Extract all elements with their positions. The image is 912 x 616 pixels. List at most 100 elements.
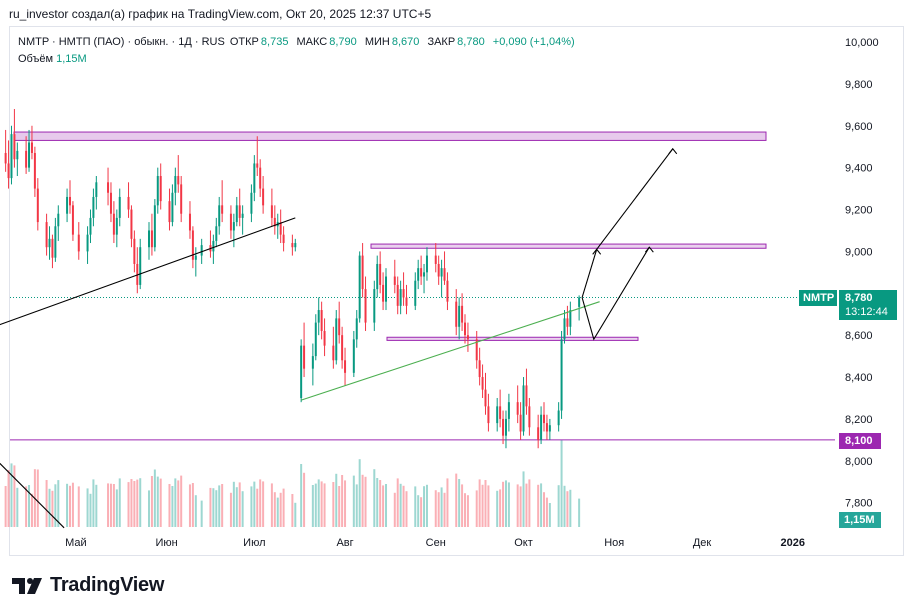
volume-bar [344,480,347,527]
y-tick-label: 9,600 [845,121,873,133]
y-tick-label: 8,600 [845,330,873,342]
candle-body [528,406,531,428]
candle-body [200,245,203,256]
volume-bar [437,492,440,527]
candle-body [361,255,364,290]
volume-bar [323,483,326,527]
candle-body [10,134,13,179]
volume-bar [399,483,402,527]
candle-body [139,247,142,285]
upper-zone [370,243,767,249]
volume-bar [57,480,60,527]
volume-bar [30,493,33,527]
volume-bar [320,481,323,527]
candle-body [153,205,156,248]
candle-body [537,427,540,440]
candle-body [95,182,98,197]
volume-bar [311,485,314,527]
volume-bar [7,469,10,527]
open-label: ОТКР [229,36,259,48]
candle-body [118,196,121,218]
x-tick-label: Окт [514,537,533,549]
candle-body [399,289,402,306]
volume-bar [484,480,487,527]
volume-bar [262,481,265,527]
volume-bar [48,488,51,527]
last-price-value: 8,780 [845,292,873,304]
volume-bar [402,485,405,527]
candle-body [352,339,355,373]
candle-body [396,284,399,306]
volume-bar [71,482,74,527]
volume-bar [385,484,388,527]
volume-bar [396,478,399,527]
candle-body [89,217,92,235]
candle-body [320,310,323,331]
volume-bar [279,492,282,527]
x-tick-label: 2026 [780,537,804,549]
instrument-label[interactable]: NMTP · НМТП (ПАО) · обыкн. · 1Д · RUS [18,36,225,48]
y-tick-label: 8,400 [845,372,873,384]
volume-bar [270,483,273,527]
volume-bar [10,463,13,527]
candle-body [48,238,51,248]
candle-body [344,360,347,373]
volume-label: Объём [18,53,54,65]
volume-bar [423,486,426,527]
candle-body [241,213,244,218]
volume-bar [455,473,458,527]
volume-bar [130,479,133,527]
candle-body [130,209,133,239]
high-label: МАКС [296,36,328,48]
forecast-path-3 [581,246,650,341]
candle-body [314,322,317,357]
candle-body [279,222,282,235]
candle-body [545,423,548,432]
volume-bar [200,500,203,527]
candle-body [364,289,367,323]
volume-bar [16,487,19,527]
volume-bar [566,491,569,527]
volume-bar [273,492,276,527]
candle-body [262,188,265,206]
candle-body [256,163,259,168]
volume-bar [543,492,546,527]
chart-frame[interactable] [9,26,904,556]
candle-body [393,276,396,285]
candle-body [92,196,95,218]
candle-body [7,163,10,179]
candle-body [148,230,151,248]
candle-body [455,301,458,327]
candle-body [66,196,69,214]
volume-bar [4,486,7,527]
arrow-head [668,147,678,155]
candle-body [25,150,28,168]
candle-body [69,196,71,206]
volume-bar [560,439,563,527]
candle-body [300,345,303,398]
volume-bar [235,487,238,527]
candle-body [525,385,528,407]
candle-body [376,263,379,290]
candle-body [212,240,215,252]
candle-body [420,268,423,277]
middle-zone [386,336,639,341]
candle-body [16,150,19,160]
volume-bar [209,487,212,527]
candle-body [168,201,171,223]
x-tick-label: Сен [426,537,446,549]
volume-bar [107,483,110,527]
tradingview-brand[interactable]: TradingView [12,574,164,597]
volume-bar [66,483,69,527]
y-tick-label: 7,800 [845,498,873,510]
candle-body [461,305,464,323]
volume-bar [478,479,481,527]
candle-body [335,318,338,361]
candle-body [504,418,507,436]
volume-bar [95,484,98,527]
candle-body [174,176,177,193]
volume-bar [51,490,54,527]
candle-body [229,213,232,231]
candle-body [358,255,361,319]
